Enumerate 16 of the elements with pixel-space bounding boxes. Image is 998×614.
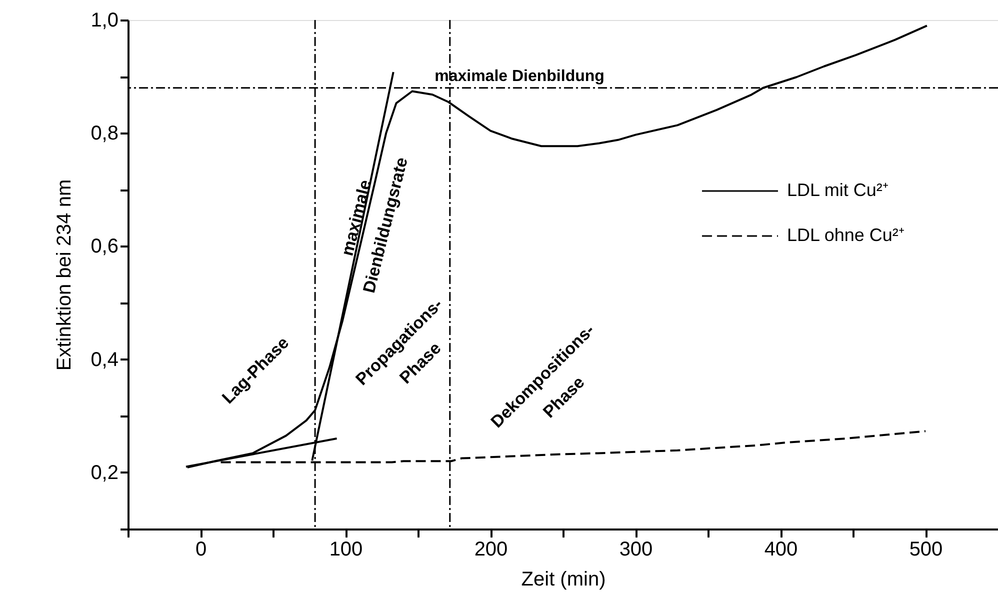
x-tick-label: 500: [909, 538, 943, 560]
y-tick-label: 0,6: [90, 236, 118, 258]
ref-line-label: maximale Dienbildung: [434, 68, 604, 85]
y-tick-label: 0,2: [90, 462, 118, 484]
legend-label: LDL mit Cu²⁺: [787, 180, 888, 200]
y-axis-title: Extinktion bei 234 nm: [54, 179, 76, 371]
x-tick-label: 400: [764, 538, 798, 560]
x-tick-label: 0: [195, 538, 207, 560]
x-tick-label: 100: [329, 538, 363, 560]
x-axis-title: Zeit (min): [521, 568, 606, 590]
y-tick-label: 1,0: [90, 10, 118, 32]
legend-label: LDL ohne Cu²⁺: [787, 225, 904, 246]
y-tick-label: 0,8: [90, 122, 118, 145]
y-tick-label: 0,4: [90, 348, 118, 371]
x-tick-label: 300: [619, 538, 653, 560]
x-tick-label: 200: [474, 538, 508, 560]
